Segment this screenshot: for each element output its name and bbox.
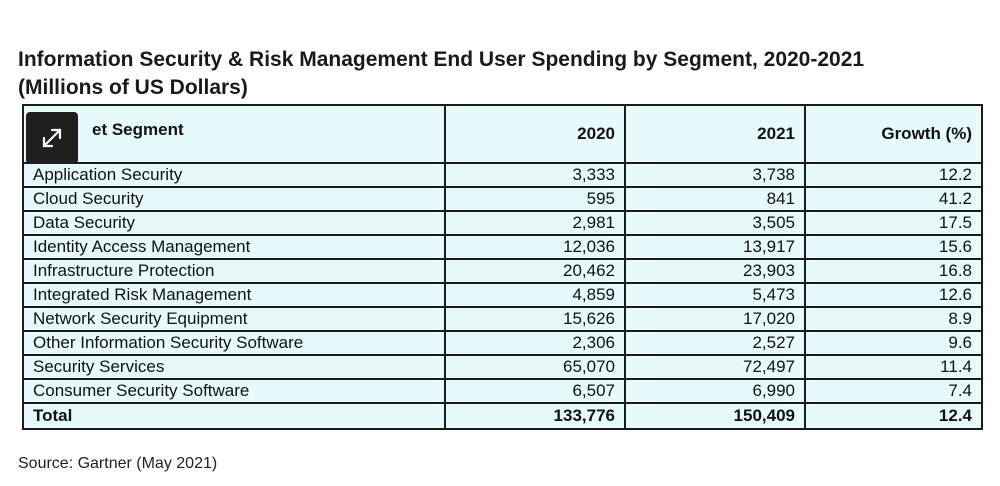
cell-2021: 3,738 — [624, 162, 806, 188]
table-row: Other Information Security Software 2,306… — [22, 330, 983, 356]
cell-segment: Infrastructure Protection — [22, 258, 446, 284]
cell-growth: 41.2 — [804, 186, 983, 212]
total-growth: 12.4 — [804, 402, 983, 430]
cell-2021: 72,497 — [624, 354, 806, 380]
title-line-2: (Millions of US Dollars) — [18, 76, 248, 99]
cell-2020: 4,859 — [444, 282, 626, 308]
header-2020: 2020 — [444, 104, 626, 164]
cell-segment: Identity Access Management — [22, 234, 446, 260]
cell-segment: Data Security — [22, 210, 446, 236]
spending-table-container: et Segment 2020 2021 Growth (%) Applicat… — [22, 104, 983, 430]
expand-button[interactable] — [26, 112, 78, 164]
cell-segment: Application Security — [22, 162, 446, 188]
cell-2020: 6,507 — [444, 378, 626, 404]
cell-growth: 9.6 — [804, 330, 983, 356]
cell-growth: 12.6 — [804, 282, 983, 308]
cell-2021: 23,903 — [624, 258, 806, 284]
header-segment: et Segment — [22, 104, 446, 164]
table-row: Application Security 3,333 3,738 12.2 — [22, 162, 983, 188]
header-growth: Growth (%) — [804, 104, 983, 164]
cell-2020: 595 — [444, 186, 626, 212]
cell-segment: Integrated Risk Management — [22, 282, 446, 308]
cell-2021: 6,990 — [624, 378, 806, 404]
table-row: Infrastructure Protection 20,462 23,903 16.… — [22, 258, 983, 284]
table-row: Consumer Security Software 6,507 6,990 7.4 — [22, 378, 983, 404]
chart-title: Information Security & Risk Management E… — [18, 46, 993, 102]
cell-2020: 15,626 — [444, 306, 626, 332]
cell-segment: Other Information Security Software — [22, 330, 446, 356]
cell-2020: 2,306 — [444, 330, 626, 356]
expand-icon — [42, 128, 62, 148]
cell-segment: Cloud Security — [22, 186, 446, 212]
cell-growth: 15.6 — [804, 234, 983, 260]
total-2020: 133,776 — [444, 402, 626, 430]
cell-2020: 20,462 — [444, 258, 626, 284]
cell-growth: 11.4 — [804, 354, 983, 380]
table-row: Cloud Security 595 841 41.2 — [22, 186, 983, 212]
table-row: Integrated Risk Management 4,859 5,473 12.6 — [22, 282, 983, 308]
cell-2020: 65,070 — [444, 354, 626, 380]
total-2021: 150,409 — [624, 402, 806, 430]
cell-2021: 17,020 — [624, 306, 806, 332]
cell-growth: 17.5 — [804, 210, 983, 236]
table-row: Data Security 2,981 3,505 17.5 — [22, 210, 983, 236]
cell-segment: Security Services — [22, 354, 446, 380]
cell-2020: 3,333 — [444, 162, 626, 188]
cell-2020: 12,036 — [444, 234, 626, 260]
table-row: Identity Access Management 12,036 13,917 15… — [22, 234, 983, 260]
header-2021: 2021 — [624, 104, 806, 164]
cell-growth: 16.8 — [804, 258, 983, 284]
table-row: Network Security Equipment 15,626 17,020 8.… — [22, 306, 983, 332]
cell-2021: 3,505 — [624, 210, 806, 236]
cell-2021: 841 — [624, 186, 806, 212]
total-row: Total 133,776 150,409 12.4 — [22, 402, 983, 430]
spending-table: et Segment 2020 2021 Growth (%) Applicat… — [22, 104, 983, 430]
cell-segment: Network Security Equipment — [22, 306, 446, 332]
title-line-1: Information Security & Risk Management E… — [18, 48, 865, 71]
header-row: et Segment 2020 2021 Growth (%) — [22, 104, 983, 164]
source-note: Source: Gartner (May 2021) — [18, 455, 218, 472]
cell-2021: 5,473 — [624, 282, 806, 308]
cell-2020: 2,981 — [444, 210, 626, 236]
header-segment-label: et Segment — [92, 120, 184, 139]
cell-2021: 13,917 — [624, 234, 806, 260]
cell-growth: 7.4 — [804, 378, 983, 404]
total-label: Total — [22, 402, 446, 430]
cell-growth: 8.9 — [804, 306, 983, 332]
cell-2021: 2,527 — [624, 330, 806, 356]
table-row: Security Services 65,070 72,497 11.4 — [22, 354, 983, 380]
cell-segment: Consumer Security Software — [22, 378, 446, 404]
cell-growth: 12.2 — [804, 162, 983, 188]
